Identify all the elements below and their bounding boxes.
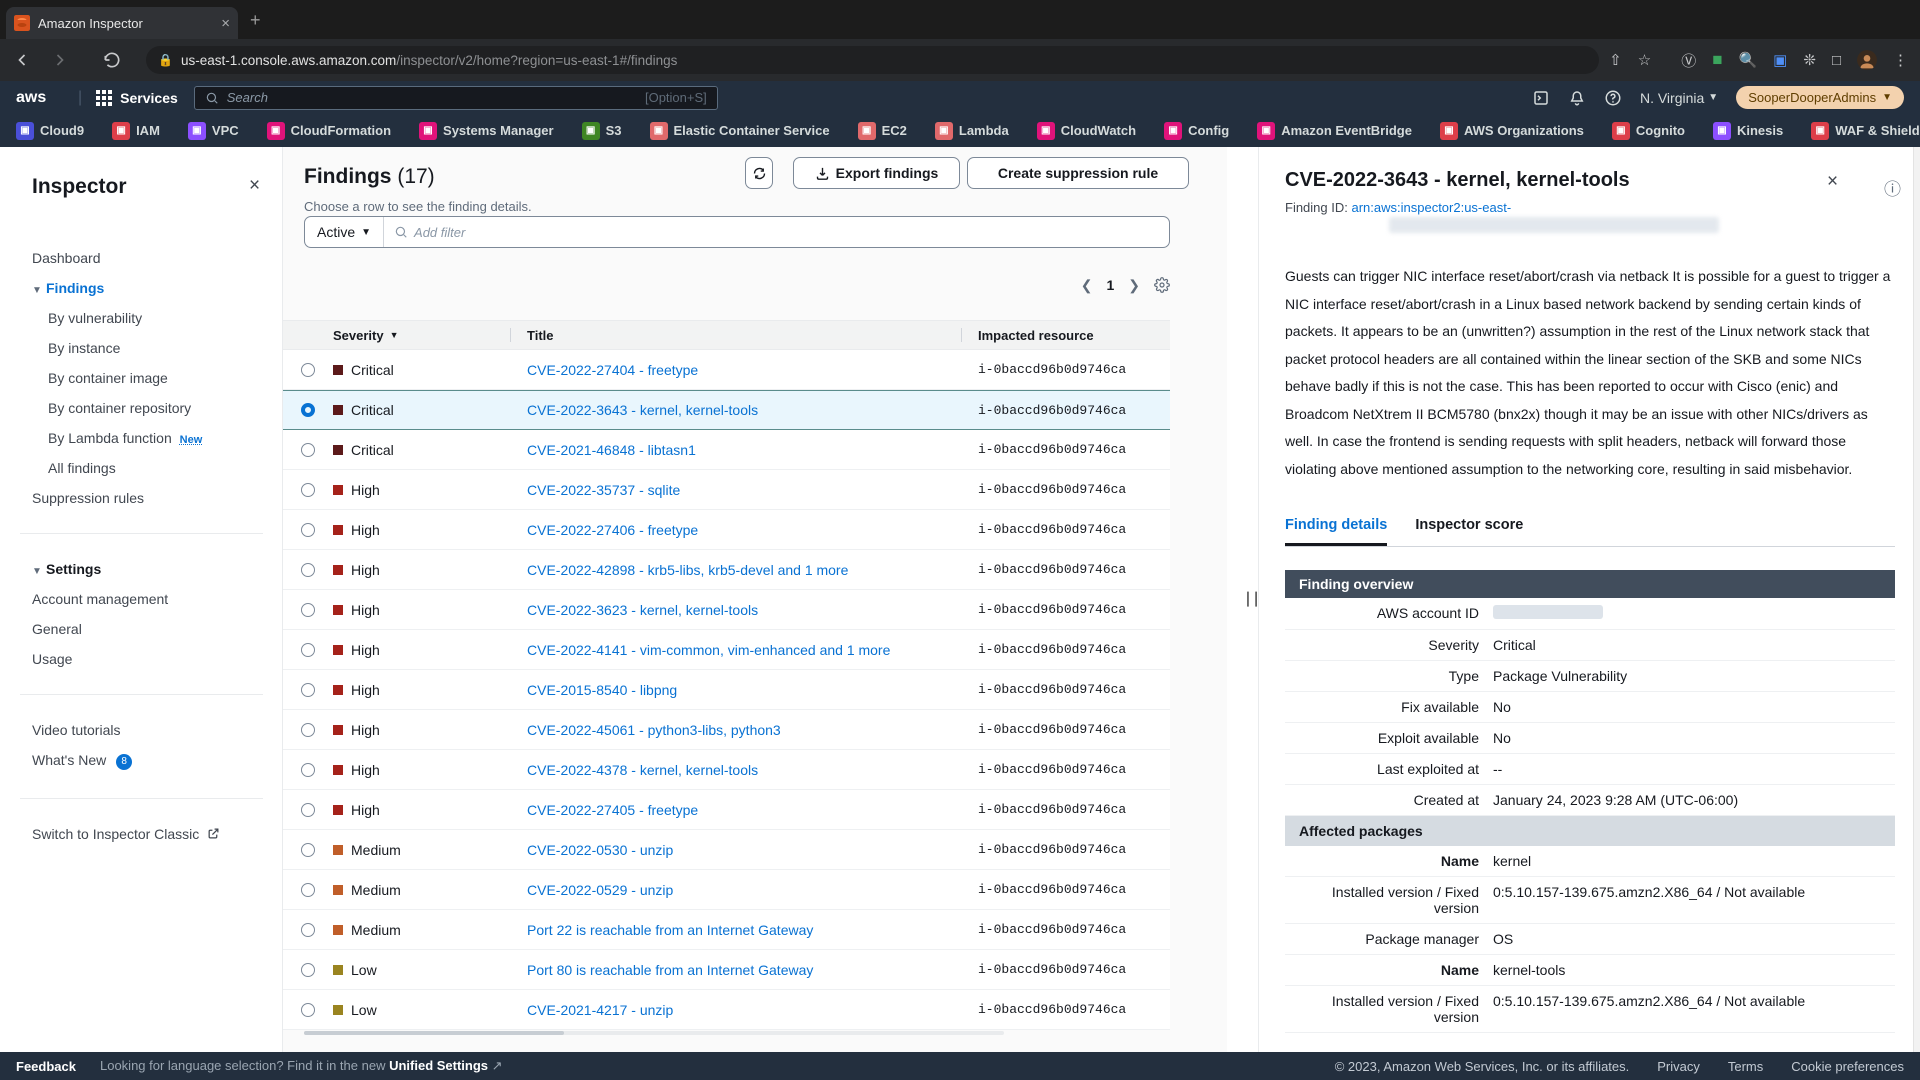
svg-text:aws: aws — [16, 89, 46, 106]
